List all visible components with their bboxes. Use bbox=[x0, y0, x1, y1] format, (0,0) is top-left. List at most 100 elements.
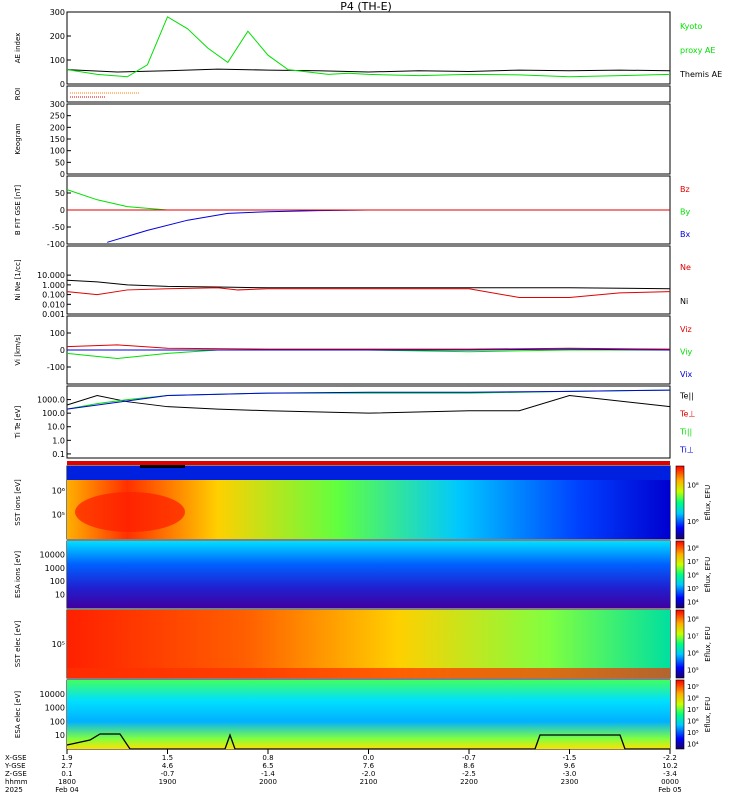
bfield-series-0 bbox=[66, 189, 670, 211]
x-axis-cell: 2200 bbox=[460, 778, 478, 786]
x-axis-cell: 2000 bbox=[259, 778, 277, 786]
temperature-series-2 bbox=[66, 389, 671, 410]
sst_elec-ytick-label: 10⁵ bbox=[52, 640, 65, 649]
x-axis-row-label: Z-GSE bbox=[5, 770, 27, 778]
x-axis-row-label: 2025 bbox=[5, 786, 23, 794]
bfield-legend-label: By bbox=[680, 208, 690, 217]
temperature-legend-label: Te⊥ bbox=[679, 410, 695, 419]
sst_elec-colorbar-tick: 10⁸ bbox=[687, 616, 699, 624]
x-axis-cell: 8.6 bbox=[463, 762, 475, 770]
keogram-ytick-label: 50 bbox=[55, 158, 65, 167]
ae-ytick-label: 300 bbox=[50, 8, 65, 17]
ae-series-1 bbox=[66, 16, 671, 78]
x-axis-cell: 2300 bbox=[561, 778, 579, 786]
ae-ytick-label: 0 bbox=[60, 80, 65, 89]
bfield-ylabel: B FIT GSE [nT] bbox=[14, 185, 22, 236]
x-axis-cell: 2100 bbox=[360, 778, 378, 786]
keogram-ytick-label: 300 bbox=[50, 100, 65, 109]
x-axis-cell: -1.5 bbox=[563, 754, 577, 762]
esa-elec-spectrogram bbox=[67, 680, 670, 749]
x-axis-cell: 10.2 bbox=[662, 762, 678, 770]
orbit-region-marker bbox=[140, 465, 185, 468]
keogram-frame bbox=[66, 103, 671, 175]
sst-elec-spectrogram bbox=[67, 610, 670, 678]
x-axis-cell: 2.7 bbox=[61, 762, 72, 770]
esa_elec-ytick-label: 10 bbox=[55, 731, 65, 740]
spectrograms-group bbox=[66, 461, 670, 750]
x-axis-cell: 1800 bbox=[58, 778, 76, 786]
x-axis-cell: 4.6 bbox=[162, 762, 174, 770]
bfield-ytick-label: -50 bbox=[52, 223, 65, 232]
density-ytick-label: 0.010 bbox=[42, 300, 65, 309]
sst_ions-ylabel: SST ions [eV] bbox=[14, 479, 22, 526]
ae-frame bbox=[66, 11, 671, 85]
ae-ytick-label: 100 bbox=[50, 56, 65, 65]
sst_ions-ytick-label: 10⁶ bbox=[52, 486, 65, 495]
esa-elec-overlay-line bbox=[66, 733, 670, 750]
velocity-series-1 bbox=[66, 349, 670, 360]
density-ytick-label: 1.000 bbox=[42, 281, 65, 290]
ae-ylabel: AE index bbox=[14, 33, 22, 64]
ae-legend-label: proxy AE bbox=[680, 46, 715, 55]
bfield-legend-label: Bx bbox=[680, 230, 690, 239]
x-axis-cell: 1.5 bbox=[162, 754, 173, 762]
density-ytick-label: 10.000 bbox=[37, 271, 65, 280]
bfield-ytick-label: 50 bbox=[55, 189, 65, 198]
sst-ions-top-band bbox=[67, 466, 670, 480]
x-axis-cell: -1.4 bbox=[261, 770, 275, 778]
keogram-ytick-label: 100 bbox=[50, 147, 65, 156]
bfield-ytick-label: -100 bbox=[47, 240, 65, 249]
esa_ions-ytick-label: 100 bbox=[50, 577, 65, 586]
velocity-ytick-label: -100 bbox=[47, 363, 65, 372]
esa_elec-ytick-label: 1000 bbox=[45, 704, 65, 713]
temperature-ytick-label: 1.0 bbox=[52, 436, 65, 445]
sst_ions-ytick-label: 10⁵ bbox=[52, 511, 65, 520]
esa_elec-colorbar-label: Eflux, EFU bbox=[704, 697, 712, 732]
plot-title: P4 (TH-E) bbox=[340, 0, 392, 13]
esa_elec-colorbar-tick: 10⁷ bbox=[687, 706, 699, 714]
esa_ions-colorbar-tick: 10⁸ bbox=[687, 545, 699, 553]
velocity-legend-label: Viy bbox=[680, 348, 693, 357]
x-axis-row-label: Y-GSE bbox=[4, 762, 26, 770]
x-axis-cell: 1900 bbox=[159, 778, 177, 786]
sst-elec-bottom-band bbox=[67, 668, 670, 678]
x-axis-cell: 0.8 bbox=[262, 754, 273, 762]
x-axis-cell: -3.4 bbox=[663, 770, 677, 778]
esa_ions-colorbar-tick: 10⁷ bbox=[687, 558, 699, 566]
x-axis-cell: 0000 bbox=[661, 778, 679, 786]
velocity-series-2 bbox=[67, 348, 671, 351]
keogram-ylabel: Keogram bbox=[14, 123, 22, 154]
temperature-ytick-label: 0.1 bbox=[52, 450, 65, 459]
temperature-ytick-label: 1000.0 bbox=[37, 396, 65, 405]
density-legend-label: Ne bbox=[680, 263, 691, 272]
keogram-ytick-label: 250 bbox=[50, 112, 65, 121]
density-series-1 bbox=[66, 287, 671, 298]
esa-ions-spectrogram bbox=[67, 541, 670, 608]
temperature-frame bbox=[66, 385, 671, 459]
x-axis-cell: 0.1 bbox=[61, 770, 72, 778]
keogram-ytick-label: 150 bbox=[50, 135, 65, 144]
x-axis-cell: 9.6 bbox=[564, 762, 576, 770]
esa_elec-colorbar-tick: 10⁹ bbox=[687, 683, 699, 691]
ae-ytick-label: 200 bbox=[50, 32, 65, 41]
temperature-legend-label: Ti|| bbox=[679, 428, 692, 437]
bfield-series-1 bbox=[107, 209, 670, 243]
x-axis-row-label: hhmm bbox=[5, 778, 28, 786]
sst_ions-colorbar-tick: 10⁸ bbox=[687, 481, 699, 489]
esa_elec-ytick-label: 100 bbox=[50, 717, 65, 726]
x-axis-cell: -2.0 bbox=[362, 770, 376, 778]
x-axis-cell: 0.0 bbox=[363, 754, 374, 762]
x-axis-cell: 1.9 bbox=[61, 754, 72, 762]
x-axis-cell: -2.2 bbox=[663, 754, 677, 762]
esa_ions-colorbar-tick: 10⁶ bbox=[687, 572, 699, 580]
sst_ions-colorbar-tick: 10⁶ bbox=[687, 518, 699, 526]
velocity-legend-label: Viz bbox=[680, 325, 692, 334]
sst_elec-colorbar bbox=[675, 609, 685, 679]
esa_ions-colorbar bbox=[675, 540, 685, 609]
sst-ions-hot-core bbox=[75, 492, 185, 532]
x-axis-cell: -0.7 bbox=[161, 770, 175, 778]
esa_elec-colorbar-tick: 10⁶ bbox=[687, 717, 699, 725]
esa_elec-colorbar-tick: 10⁸ bbox=[687, 694, 699, 702]
